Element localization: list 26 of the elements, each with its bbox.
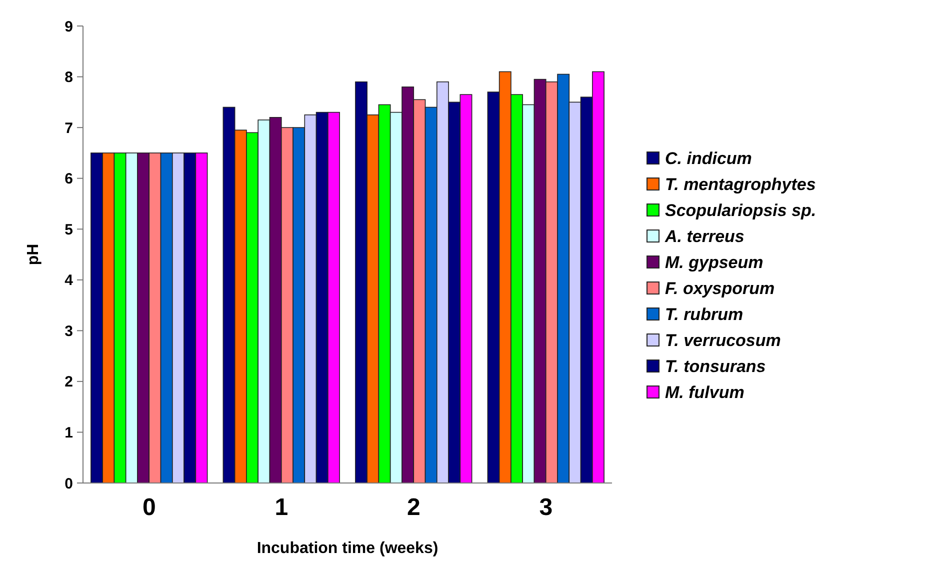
legend-label: T. verrucosum: [665, 330, 781, 350]
legend-label: M. fulvum: [665, 382, 744, 402]
x-axis-title: Incubation time (weeks): [256, 540, 438, 557]
x-tick-label: 1: [274, 494, 288, 521]
y-tick-label: 1: [64, 424, 73, 442]
legend-label: Scopulariopsis sp.: [665, 200, 816, 220]
x-tick-label: 2: [406, 494, 420, 521]
legend-label: T. rubrum: [665, 304, 744, 324]
x-tick-label: 3: [539, 494, 553, 521]
y-tick-label: 9: [64, 18, 73, 36]
y-tick-label: 6: [64, 170, 73, 188]
x-tick-label: 0: [142, 494, 156, 521]
legend-label: M. gypseum: [665, 252, 764, 272]
y-tick-label: 4: [64, 272, 74, 290]
y-tick-label: 7: [64, 120, 73, 137]
y-tick-label: 3: [64, 322, 73, 340]
legend-label: T. tonsurans: [665, 356, 766, 376]
y-tick-label: 0: [64, 475, 73, 492]
legend-label: T. mentagrophytes: [665, 174, 816, 194]
legend-label: F. oxysporum: [665, 278, 775, 298]
y-axis-title: pH: [25, 244, 42, 266]
y-tick-label: 5: [64, 221, 73, 238]
legend-label: A. terreus: [664, 226, 744, 246]
legend-label: C. indicum: [665, 148, 752, 168]
y-tick-label: 8: [64, 69, 73, 86]
y-tick-label: 2: [64, 374, 73, 391]
